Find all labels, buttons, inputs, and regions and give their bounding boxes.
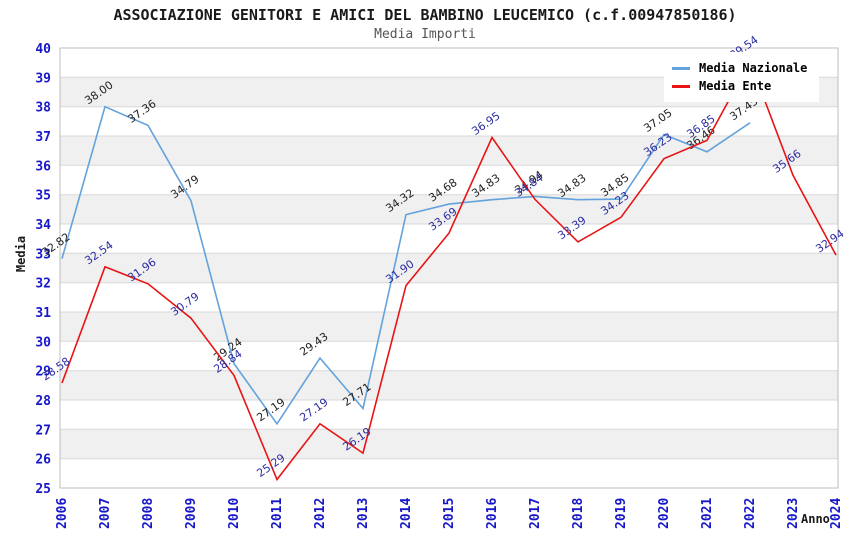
plot-band — [60, 370, 838, 400]
y-tick-label: 25 — [35, 482, 51, 497]
y-tick-label: 30 — [35, 335, 51, 350]
y-tick-label: 29 — [35, 365, 51, 380]
y-tick-label: 28 — [35, 394, 51, 409]
plot-band — [60, 253, 838, 283]
x-tick-label: 2024 — [829, 498, 844, 529]
y-tick-label: 40 — [35, 42, 51, 57]
x-tick-label: 2019 — [614, 498, 629, 529]
data-label: 37.05 — [641, 106, 674, 135]
x-tick-label: 2014 — [399, 498, 414, 529]
x-tick-label: 2013 — [356, 498, 371, 529]
x-tick-label: 2017 — [528, 498, 543, 529]
media-ente-line — [61, 59, 837, 482]
y-tick-label: 32 — [35, 277, 51, 292]
legend-line-swatch-ente — [672, 84, 690, 88]
x-tick-label: 2009 — [184, 498, 199, 529]
y-tick-label: 39 — [35, 71, 51, 86]
y-tick-label: 37 — [35, 130, 51, 145]
y-axis-title: Media — [14, 235, 28, 273]
x-tick-label: 2006 — [55, 498, 70, 529]
x-tick-label: 2011 — [270, 498, 285, 529]
x-tick-label: 2010 — [227, 498, 242, 529]
legend-label-ente: Media Ente — [699, 79, 772, 93]
y-tick-label: 35 — [35, 189, 51, 204]
legend-label-nazionale: Media Nazionale — [699, 61, 808, 75]
legend: Media Nazionale Media Ente — [664, 52, 820, 102]
data-label: 36.95 — [469, 109, 502, 138]
media-nazionale-line — [61, 105, 751, 426]
x-tick-label: 2016 — [485, 498, 500, 529]
y-tick-label: 34 — [35, 218, 51, 233]
y-tick-label: 27 — [35, 423, 51, 438]
x-tick-label: 2022 — [743, 498, 758, 529]
x-tick-label: 2012 — [313, 498, 328, 529]
x-tick-label: 2018 — [571, 498, 586, 529]
plot-band — [60, 136, 838, 166]
chart-title: ASSOCIAZIONE GENITORI E AMICI DEL BAMBIN… — [113, 6, 737, 24]
y-tick-label: 36 — [35, 159, 51, 174]
y-tick-label: 38 — [35, 101, 51, 116]
legend-line-swatch-nazionale — [672, 66, 690, 70]
x-axis-title: Anno — [801, 512, 830, 526]
x-tick-label: 2015 — [442, 498, 457, 529]
x-tick-label: 2021 — [700, 498, 715, 529]
chart-subtitle: Media Importi — [374, 27, 476, 42]
x-tick-label: 2023 — [786, 498, 801, 529]
y-tick-label: 33 — [35, 247, 51, 262]
y-tick-label: 31 — [35, 306, 51, 321]
data-label: 32.94 — [813, 227, 846, 256]
legend-item-media-nazionale: Media Nazionale — [672, 59, 807, 77]
x-tick-label: 2007 — [98, 498, 113, 529]
x-tick-label: 2020 — [657, 498, 672, 529]
plot-band — [60, 429, 838, 459]
plot-border — [59, 47, 839, 489]
y-tick-label: 26 — [35, 453, 51, 468]
legend-item-media-ente: Media Ente — [672, 77, 807, 95]
x-tick-label: 2008 — [141, 498, 156, 529]
